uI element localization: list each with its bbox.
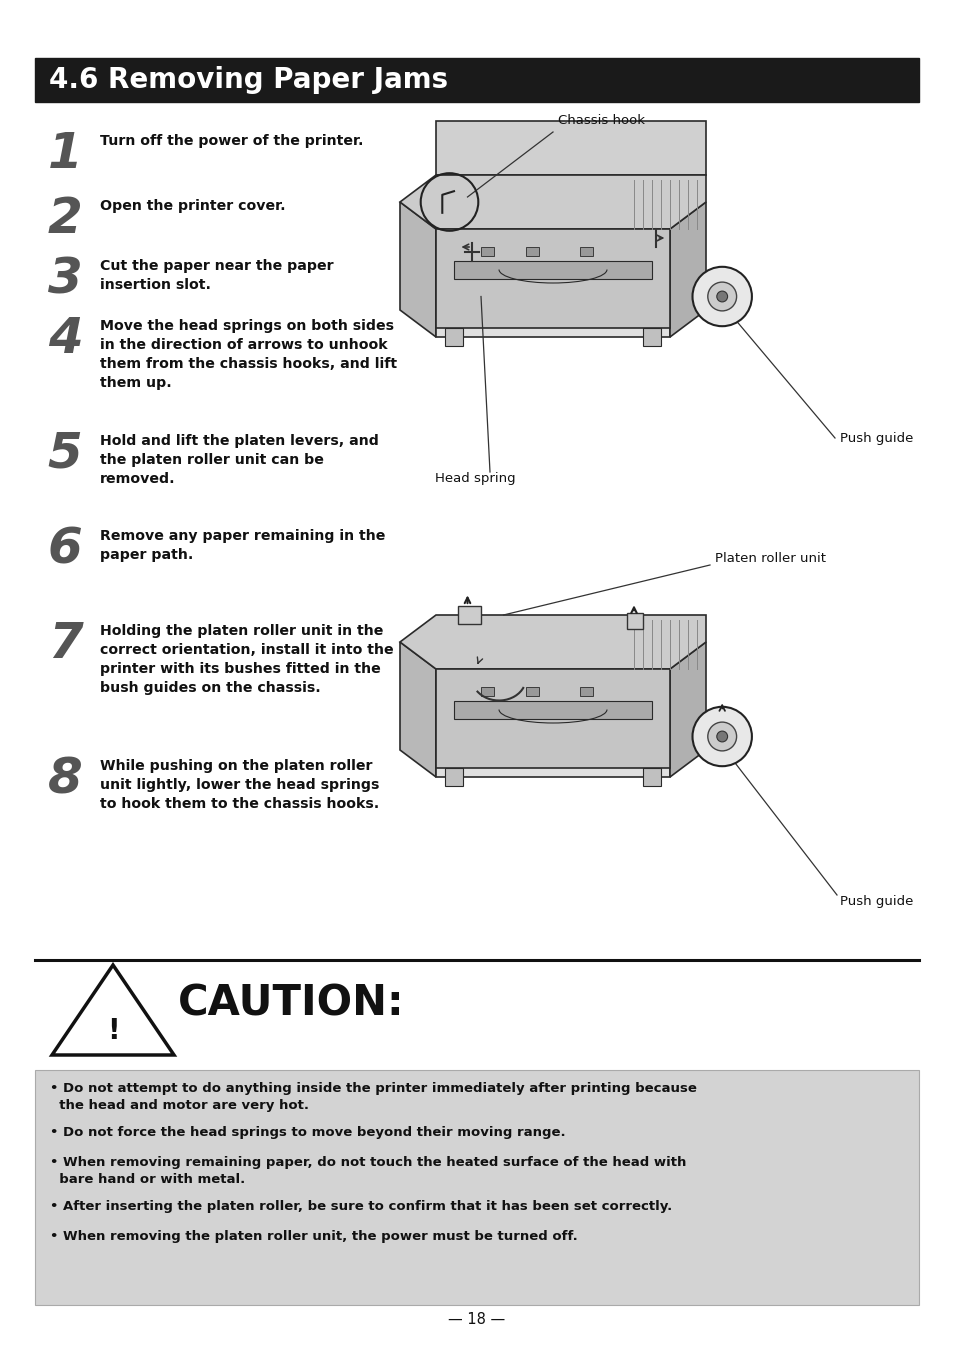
Bar [579,247,593,256]
Text: 4.6 Removing Paper Jams: 4.6 Removing Paper Jams [49,66,448,95]
Text: • After inserting the platen roller, be sure to confirm that it has been set cor: • After inserting the platen roller, be … [50,1201,672,1213]
Bar [525,247,539,256]
Text: CAUTION:: CAUTION: [178,982,404,1023]
Bar [579,687,593,696]
Circle shape [707,722,736,750]
Polygon shape [436,228,669,329]
Text: 6: 6 [48,525,82,573]
Bar [35,1069,918,1305]
Circle shape [692,266,751,326]
Text: 8: 8 [48,754,82,803]
Bar [480,687,494,696]
Text: Head spring: Head spring [435,472,515,485]
Text: • When removing remaining paper, do not touch the heated surface of the head wit: • When removing remaining paper, do not … [50,1156,685,1186]
Text: • When removing the platen roller unit, the power must be turned off.: • When removing the platen roller unit, … [50,1230,578,1242]
Bar [642,768,660,786]
Bar [444,768,462,786]
Text: While pushing on the platen roller
unit lightly, lower the head springs
to hook : While pushing on the platen roller unit … [100,758,379,811]
Text: Open the printer cover.: Open the printer cover. [100,199,285,214]
Text: 2: 2 [48,195,82,243]
Bar [525,687,539,696]
Circle shape [716,731,727,742]
Bar [480,247,494,256]
Text: Cut the paper near the paper
insertion slot.: Cut the paper near the paper insertion s… [100,260,334,292]
Text: 5: 5 [48,430,82,479]
Text: Push guide: Push guide [840,895,912,909]
Bar [626,614,642,630]
Text: • Do not attempt to do anything inside the printer immediately after printing be: • Do not attempt to do anything inside t… [50,1082,696,1111]
Text: Hold and lift the platen levers, and
the platen roller unit can be
removed.: Hold and lift the platen levers, and the… [100,434,378,485]
Text: 4: 4 [48,315,82,362]
Text: Push guide: Push guide [840,433,912,445]
Polygon shape [436,669,669,777]
Polygon shape [454,261,651,279]
Circle shape [716,291,727,301]
Bar [458,606,480,625]
Text: • Do not force the head springs to move beyond their moving range.: • Do not force the head springs to move … [50,1126,565,1138]
Polygon shape [436,228,669,337]
Text: Holding the platen roller unit in the
correct orientation, install it into the
p: Holding the platen roller unit in the co… [100,625,394,695]
Text: !: ! [107,1017,119,1045]
Bar [35,58,918,101]
Bar [642,329,660,346]
Text: Platen roller unit: Platen roller unit [714,552,825,565]
Circle shape [707,283,736,311]
Polygon shape [669,642,705,777]
Polygon shape [399,642,436,777]
Polygon shape [669,201,705,337]
Text: 3: 3 [48,256,82,303]
Text: — 18 —: — 18 — [448,1313,505,1328]
Bar [444,329,462,346]
Text: 1: 1 [48,130,82,178]
Polygon shape [436,669,669,768]
Polygon shape [399,615,705,669]
Polygon shape [399,201,436,337]
Polygon shape [399,174,705,228]
Text: Chassis hook: Chassis hook [558,114,644,127]
Text: Turn off the power of the printer.: Turn off the power of the printer. [100,134,363,147]
Polygon shape [436,120,705,174]
Text: 7: 7 [48,621,82,668]
Text: Remove any paper remaining in the
paper path.: Remove any paper remaining in the paper … [100,529,385,562]
Polygon shape [454,700,651,718]
Circle shape [692,707,751,767]
Text: Move the head springs on both sides
in the direction of arrows to unhook
them fr: Move the head springs on both sides in t… [100,319,396,389]
